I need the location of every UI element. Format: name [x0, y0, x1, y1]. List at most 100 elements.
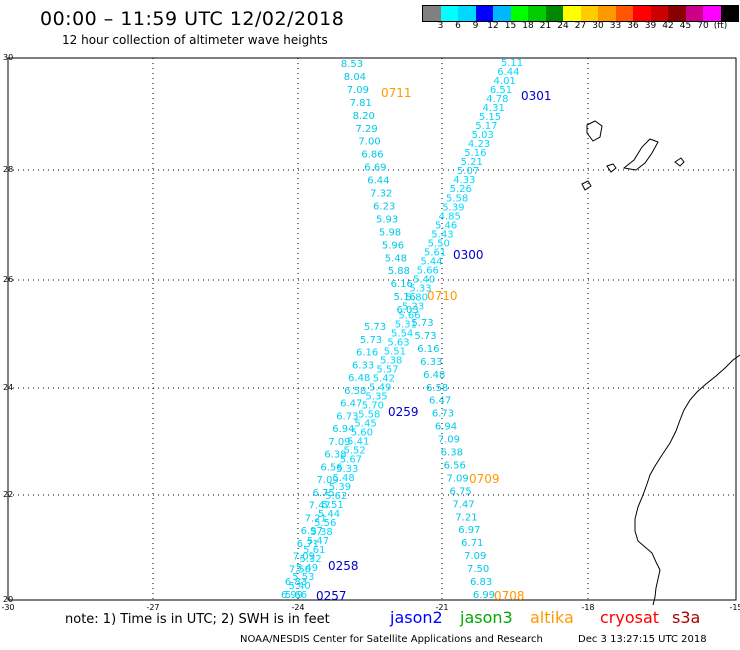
time-labels: 0711 0301 0300 0710 0259 0709 0258 0257 0708	[316, 86, 552, 603]
color-swatch-2	[458, 6, 476, 21]
swh-value: 5.40	[413, 274, 435, 285]
swh-value: 7.09	[438, 435, 460, 446]
swh-value: 7.09	[347, 85, 369, 96]
swh-value: 5.43	[431, 229, 453, 240]
swh-value: 6.99	[281, 590, 303, 601]
swh-value: 7.81	[350, 98, 372, 109]
time-label: 0300	[453, 248, 484, 262]
swh-value: 6.33	[352, 360, 374, 371]
swh-value: 6.38	[324, 450, 346, 461]
footer-note: note: 1) Time is in UTC; 2) SWH is in fe…	[65, 612, 330, 627]
swh-value: 5.57	[376, 365, 398, 376]
time-label: 0259	[388, 405, 419, 419]
swh-value: 6.75	[449, 486, 471, 497]
swh-value: 7.47	[309, 501, 331, 512]
page-title: 00:00 – 11:59 UTC 12/02/2018	[40, 8, 345, 30]
lat-label: 20	[3, 595, 13, 604]
swh-value: 4.31	[483, 103, 505, 114]
swh-value: 5.16	[394, 292, 416, 303]
color-swatch-12	[633, 6, 651, 21]
color-scale-label: 27	[574, 21, 587, 31]
swh-value: 6.97	[301, 526, 323, 537]
swh-value: 6.47	[429, 396, 451, 407]
legend-s3a: s3a	[672, 608, 701, 627]
swh-value: 5.52	[343, 446, 365, 457]
axis-labels: 30 28 26 24 22 20-30 -27 -24 -21 -18 -15	[1, 53, 740, 612]
swh-value: 5.53	[292, 572, 314, 583]
swh-value: 6.58	[426, 383, 448, 394]
color-swatch-17	[720, 6, 738, 21]
swh-value: 5.61	[303, 545, 325, 556]
swh-value: 5.33	[409, 283, 431, 294]
lon-label: -15	[729, 603, 740, 612]
color-swatch-14	[668, 6, 686, 21]
page-subtitle: 12 hour collection of altimeter wave hei…	[62, 33, 328, 47]
swh-value: 5.98	[379, 227, 401, 238]
swh-value: 5.33	[336, 464, 358, 475]
swh-value: 5.32	[300, 554, 322, 565]
color-swatch-0	[423, 6, 441, 21]
island-el-hierro	[581, 180, 592, 191]
swh-value: 6.48	[348, 373, 370, 384]
time-label: 0257	[316, 589, 347, 603]
swh-value: 7.09	[328, 437, 350, 448]
swh-value: 5.51	[321, 500, 343, 511]
color-scale-label: 70	[697, 21, 709, 31]
swh-value: 6.97	[458, 525, 480, 536]
swh-value: 5.62	[325, 491, 347, 502]
color-swatch-7	[545, 6, 563, 21]
swh-value: 5.56	[314, 518, 336, 529]
time-label: 0710	[427, 289, 458, 303]
time-label: 0258	[328, 559, 359, 573]
swh-value: 5.47	[307, 536, 329, 547]
color-scale-label: 3	[437, 21, 444, 31]
swh-value: 5.39	[442, 202, 464, 213]
island-gran-canaria	[674, 157, 685, 167]
swh-value: 5.54	[391, 329, 413, 340]
time-label: 0709	[469, 472, 500, 486]
swh-value: 7.50	[467, 564, 489, 575]
time-label: 0711	[381, 86, 412, 100]
color-swatch-9	[580, 6, 598, 21]
legend-altika: altika	[530, 608, 574, 627]
lat-label: 26	[3, 275, 13, 284]
swh-value: 5.44	[420, 256, 442, 267]
swh-value: 6.73	[432, 409, 454, 420]
color-scale-label: 45	[679, 21, 692, 31]
swh-value: 5.35	[365, 392, 387, 403]
swh-value: 4.01	[494, 76, 516, 87]
swh-value: 7.00	[358, 137, 380, 148]
swh-value: 5.63	[387, 338, 409, 349]
swh-value: 5.49	[369, 383, 391, 394]
color-swatch-3	[475, 6, 493, 21]
africa-coastline	[634, 354, 740, 606]
swh-value: 5.50	[428, 238, 450, 249]
swh-value: 5.40	[289, 581, 311, 592]
land-features	[581, 120, 740, 606]
color-scale-label: 21	[539, 21, 552, 31]
color-scale-label: 39	[644, 21, 657, 31]
swh-value: 4.33	[453, 175, 475, 186]
swh-value: 5.26	[450, 184, 472, 195]
swh-value: 7.09	[447, 473, 469, 484]
legend-cryosat: cryosat	[600, 608, 660, 627]
swh-value: 5.73	[414, 331, 436, 342]
swh-value: 6.94	[435, 422, 457, 433]
swh-value: 5.66	[417, 265, 439, 276]
swh-value: 6.58	[344, 386, 366, 397]
swh-value: 5.49	[296, 563, 318, 574]
swh-value: 6.99	[473, 590, 495, 601]
color-swatch-11	[615, 6, 633, 21]
swh-value: 5.07	[457, 166, 479, 177]
swh-value: 6.51	[490, 85, 512, 96]
swh-value: 8.53	[341, 59, 363, 70]
swh-value: 5.66	[398, 310, 420, 321]
swh-value: 6.94	[332, 424, 354, 435]
swh-value: 6.38	[441, 448, 463, 459]
color-swatch-15	[685, 6, 703, 21]
swh-value: 5.41	[347, 437, 369, 448]
swh-value: 6.16	[391, 279, 413, 290]
color-swatch-6	[528, 6, 546, 21]
swh-value: 5.66	[285, 590, 307, 601]
swh-value: 5.73	[360, 335, 382, 346]
